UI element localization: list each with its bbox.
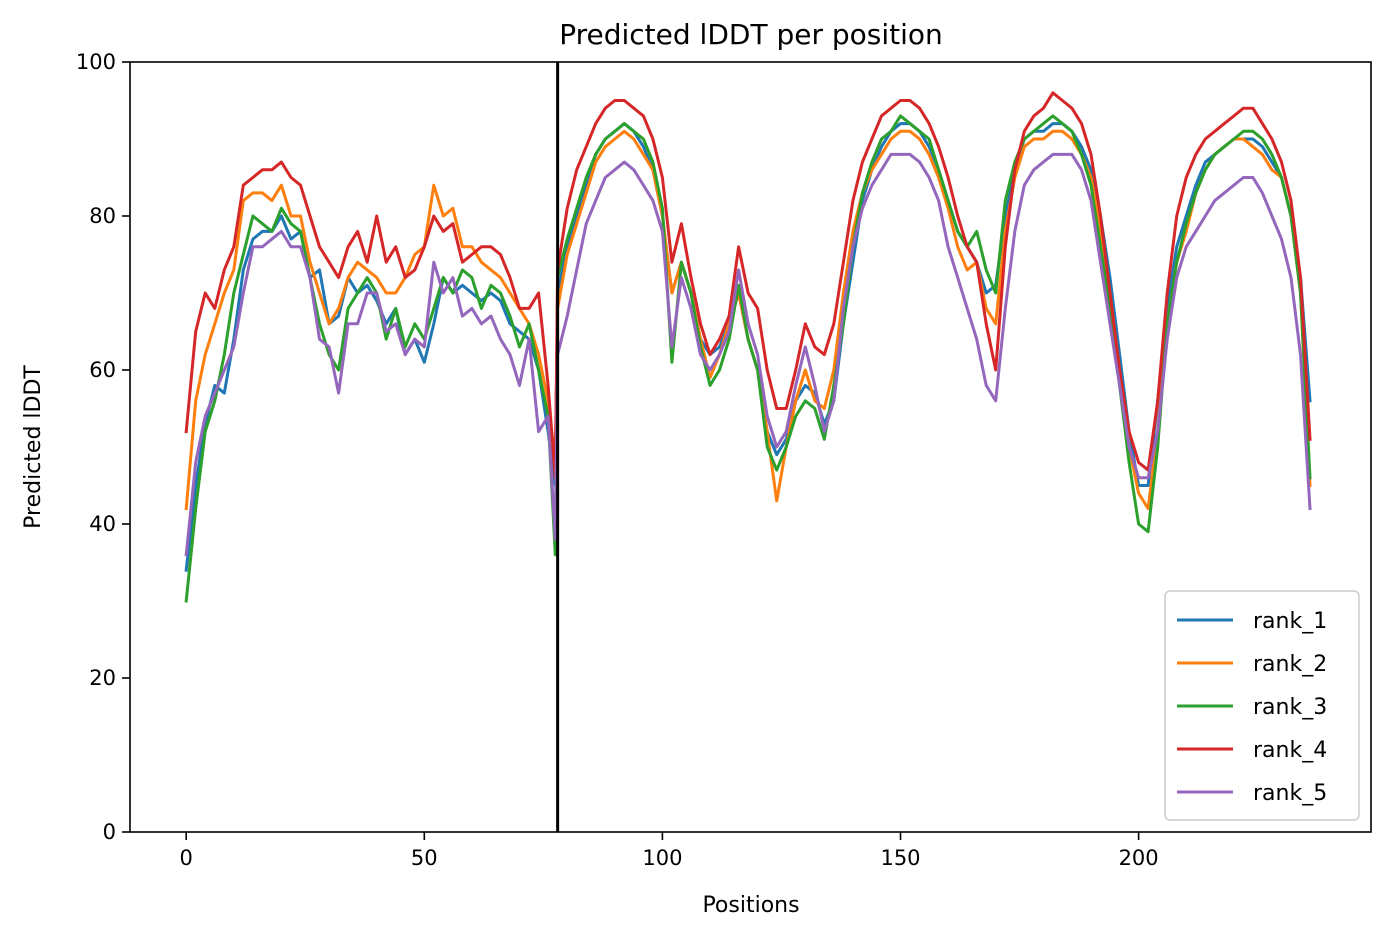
- y-tick-label: 60: [89, 358, 116, 382]
- legend-label-rank-4: rank_4: [1253, 738, 1327, 763]
- chart-title: Predicted lDDT per position: [559, 18, 943, 51]
- legend-label-rank-3: rank_3: [1253, 695, 1327, 720]
- y-axis-label: Predicted lDDT: [21, 365, 46, 529]
- y-axis: 0 20 40 60 80 100: [76, 50, 130, 844]
- x-tick-label: 150: [880, 846, 920, 870]
- x-tick-label: 50: [411, 846, 438, 870]
- legend-label-rank-5: rank_5: [1253, 781, 1327, 806]
- legend: rank_1 rank_2 rank_3 rank_4 rank_5: [1164, 590, 1360, 821]
- y-tick-label: 0: [103, 820, 116, 844]
- legend-box: [1164, 590, 1360, 821]
- x-axis: 0 50 100 150 200: [180, 832, 1159, 870]
- y-tick-label: 20: [89, 666, 116, 690]
- legend-label-rank-1: rank_1: [1253, 609, 1327, 634]
- y-tick-label: 80: [89, 204, 116, 228]
- y-tick-label: 40: [89, 512, 116, 536]
- x-tick-label: 100: [642, 846, 682, 870]
- series-layer: [184, 91, 1312, 603]
- series-line-rank-5: [184, 152, 1312, 557]
- plot-frame: [129, 61, 1372, 833]
- x-axis-label: Positions: [702, 893, 799, 918]
- y-tick-label: 100: [76, 50, 116, 74]
- x-tick-label: 200: [1119, 846, 1159, 870]
- x-tick-label: 0: [180, 846, 193, 870]
- legend-label-rank-2: rank_2: [1253, 652, 1327, 677]
- series-line-rank-4: [184, 91, 1312, 480]
